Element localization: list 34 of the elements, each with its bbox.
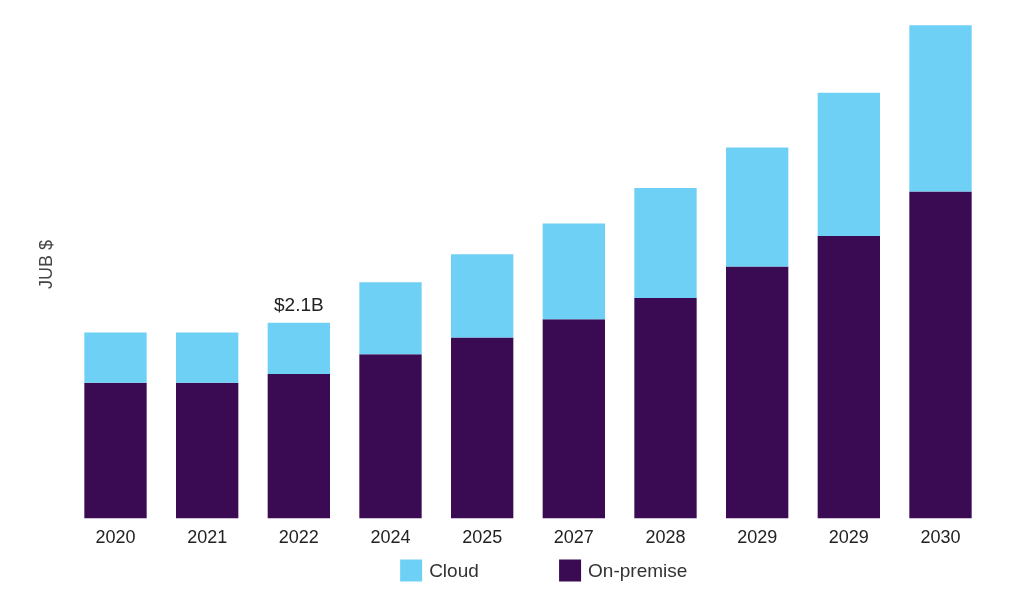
x-tick-label: 2025 xyxy=(462,526,503,547)
x-tick-label: 2027 xyxy=(553,526,594,547)
x-tick-label: 2029 xyxy=(737,526,778,547)
bar xyxy=(176,332,239,383)
bar xyxy=(451,254,514,338)
x-tick-label: 2020 xyxy=(95,526,136,547)
bar xyxy=(542,223,605,320)
x-tick-label: 2024 xyxy=(370,526,411,547)
bar xyxy=(84,382,147,519)
bar xyxy=(634,188,697,299)
bar xyxy=(84,332,147,383)
bar xyxy=(726,147,789,267)
bar xyxy=(267,322,330,374)
bar xyxy=(909,25,972,192)
legend-label: Cloud xyxy=(429,560,479,581)
bar xyxy=(726,266,789,519)
bar xyxy=(359,282,422,355)
bar xyxy=(634,298,697,519)
bar xyxy=(909,191,972,519)
x-tick-label: 2030 xyxy=(920,526,961,547)
bar xyxy=(267,373,330,519)
x-tick-label: 2029 xyxy=(828,526,869,547)
bar xyxy=(542,319,605,519)
bar xyxy=(176,382,239,519)
bar xyxy=(359,354,422,519)
bar xyxy=(817,92,880,236)
y-axis-title: JUB $ xyxy=(35,239,56,290)
x-tick-label: 2028 xyxy=(645,526,686,547)
bar xyxy=(817,235,880,519)
annotation: $2.1B xyxy=(274,293,324,315)
x-tick-label: 2022 xyxy=(278,526,319,547)
x-tick-label: 2021 xyxy=(187,526,228,547)
bar xyxy=(451,337,514,519)
legend-label: On-premise xyxy=(588,560,688,581)
